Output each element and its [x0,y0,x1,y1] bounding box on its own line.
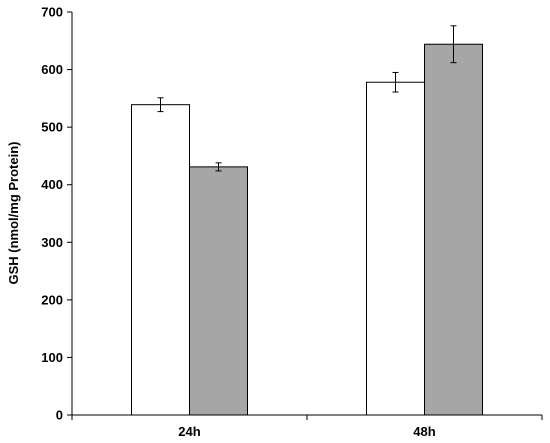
x-tick-label-24h: 24h [178,424,200,439]
y-tick-label-400: 400 [41,177,63,192]
y-tick-label-600: 600 [41,62,63,77]
x-tick-label-48h: 48h [413,424,435,439]
bar-24h-series-2 [189,166,248,416]
bar-48h-series-2 [424,43,483,416]
y-axis-title: GSH (nmol/mg Protein) [6,142,21,285]
y-tick-label-200: 200 [41,292,63,307]
y-tick-label-0: 0 [56,408,63,423]
bar-48h-series-1 [366,81,425,416]
y-tick-label-100: 100 [41,350,63,365]
y-tick-label-700: 700 [41,5,63,20]
y-tick-label-300: 300 [41,235,63,250]
y-tick-label-500: 500 [41,120,63,135]
plot-area: 0 100 200 300 400 500 600 700 24h 48h [41,5,543,439]
bar-24h-series-1 [131,104,190,416]
